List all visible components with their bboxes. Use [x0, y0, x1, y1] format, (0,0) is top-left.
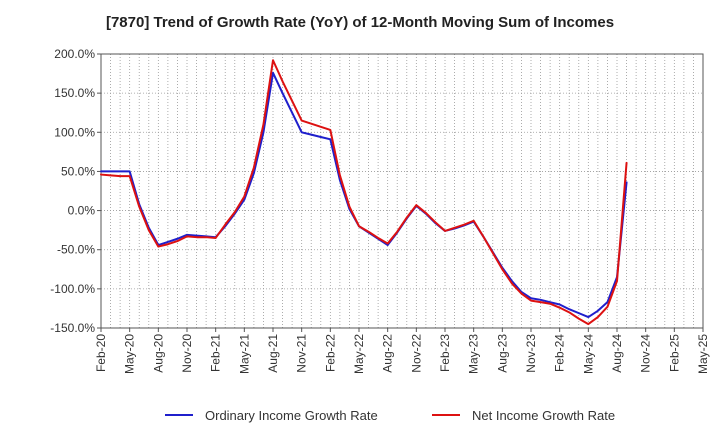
x-tick-label: Aug-21: [266, 334, 280, 373]
x-tick-label: Aug-23: [495, 334, 509, 373]
x-tick-label: May-20: [123, 334, 137, 374]
y-tick-labels: 200.0% 150.0% 100.0% 50.0% 0.0% -50.0% -100.0%…: [50, 47, 95, 335]
legend-swatch-net: [432, 414, 460, 416]
x-tick-label: May-23: [467, 334, 481, 374]
legend-label-net: Net Income Growth Rate: [472, 407, 616, 423]
x-tick-label: Nov-22: [409, 334, 423, 373]
y-tick-label: 150.0%: [54, 86, 95, 100]
legend: Ordinary Income Growth Rate Net Income G…: [0, 405, 720, 425]
y-tick-label: 0.0%: [68, 204, 96, 218]
legend-item-ordinary: Ordinary Income Growth Rate: [165, 405, 378, 425]
x-tick-label: Nov-24: [639, 334, 653, 373]
y-tick-label: -100.0%: [50, 282, 95, 296]
x-tick-label: Aug-24: [610, 334, 624, 373]
chart-title: [7870] Trend of Growth Rate (YoY) of 12-…: [105, 14, 615, 31]
y-tick-label: -150.0%: [50, 321, 95, 335]
series-layer: [100, 59, 628, 326]
series-line-ordinary-income: [100, 71, 628, 319]
x-tick-label: Feb-22: [323, 334, 337, 372]
x-tick-label: Aug-20: [151, 334, 165, 373]
x-tick-label: May-24: [581, 334, 595, 374]
legend-swatch-ordinary: [165, 414, 193, 416]
y-tick-label: 100.0%: [54, 125, 95, 139]
y-tick-label: 50.0%: [61, 164, 95, 178]
y-tick-label: -50.0%: [57, 243, 95, 257]
x-tick-label: Feb-24: [553, 334, 567, 372]
y-tick-label: 200.0%: [54, 47, 95, 61]
x-tick-label: May-22: [352, 334, 366, 374]
x-tick-label: Nov-23: [524, 334, 538, 373]
legend-item-net: Net Income Growth Rate: [432, 405, 615, 425]
x-tick-label: Feb-25: [667, 334, 681, 372]
plot-border: [100, 53, 704, 329]
x-tick-label: Nov-21: [295, 334, 309, 373]
x-tick-labels: Feb-20 May-20 Aug-20 Nov-20 Feb-21 May-21 Aug-…: [94, 334, 710, 374]
series-line-net-income: [100, 59, 628, 326]
legend-label-ordinary: Ordinary Income Growth Rate: [205, 407, 378, 423]
axis-layer: [97, 53, 704, 332]
x-tick-label: Nov-20: [180, 334, 194, 373]
x-tick-label: May-21: [237, 334, 251, 374]
x-tick-label: Feb-23: [438, 334, 452, 372]
x-tick-label: Feb-21: [209, 334, 223, 372]
x-tick-label: Aug-22: [381, 334, 395, 373]
x-tick-label: May-25: [696, 334, 710, 374]
x-tick-label: Feb-20: [94, 334, 108, 372]
